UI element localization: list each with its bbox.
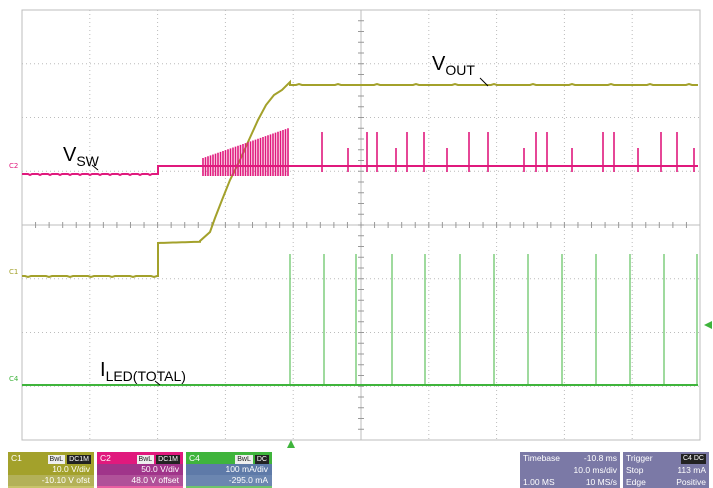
trigger-source-badge: C4 DC — [680, 454, 706, 464]
bandwidth-badge: BwL — [47, 454, 66, 464]
channel-scale: 100 mA/div — [186, 464, 272, 475]
trigger-label: Trigger — [626, 453, 653, 463]
timebase-box[interactable]: Timebase -10.8 ms 10.0 ms/div 1.00 MS 10… — [520, 452, 620, 488]
trigger-level-marker[interactable] — [704, 321, 712, 329]
channel-scale: 50.0 V/div — [97, 464, 183, 475]
trigger-mode: Stop — [626, 465, 644, 475]
channel-offset: -10.10 V ofst — [8, 475, 94, 486]
bandwidth-badge: BwL — [235, 454, 253, 464]
timebase-samples: 1.00 MS — [523, 477, 555, 487]
channel-box-c1[interactable]: C1 BwL DC1M 10.0 V/div -10.10 V ofst — [8, 452, 94, 488]
trigger-type: Edge — [626, 477, 646, 487]
channel-name: C4 — [189, 453, 200, 463]
channel-offset: 48.0 V offset — [97, 475, 183, 486]
channel-marker-c4: C4 — [9, 375, 19, 383]
trigger-box[interactable]: Trigger C4 DC Stop 113 mA Edge Positive — [623, 452, 709, 488]
iled-label: ILED(TOTAL) — [100, 359, 186, 384]
vout-label: VOUT — [432, 53, 475, 78]
timebase-scale: 10.0 ms/div — [573, 465, 617, 475]
coupling-badge: DC1M — [156, 454, 180, 464]
status-bar: C1 BwL DC1M 10.0 V/div -10.10 V ofst C2 B… — [0, 452, 713, 488]
channel-marker-c2: C2 — [9, 162, 19, 170]
trigger-slope: Positive — [676, 477, 706, 487]
trigger-level: 113 mA — [677, 465, 706, 475]
channel-offset: -295.0 mA — [186, 475, 272, 486]
channel-box-c4[interactable]: C4 BwL DC 100 mA/div -295.0 mA — [186, 452, 272, 488]
c1-vout-trace — [22, 79, 698, 279]
timebase-rate: 10 MS/s — [585, 477, 617, 487]
vsw-leader-line — [91, 164, 99, 171]
graticule-grid — [21, 9, 701, 441]
channel-box-c2[interactable]: C2 BwL DC1M 50.0 V/div 48.0 V offset — [97, 452, 183, 488]
timebase-label: Timebase — [523, 453, 561, 463]
iled-leader-line — [154, 380, 161, 386]
c2-vsw-trace — [22, 165, 698, 177]
channel-name: C2 — [100, 453, 111, 463]
bandwidth-badge: BwL — [136, 454, 155, 464]
graticule-border — [21, 9, 701, 441]
coupling-badge: DC — [254, 454, 269, 464]
oscilloscope-display — [21, 9, 712, 448]
coupling-badge: DC1M — [67, 454, 91, 464]
channel-scale: 10.0 V/div — [8, 464, 94, 475]
trigger-position-marker[interactable] — [287, 440, 295, 448]
channel-marker-c1: C1 — [9, 268, 19, 276]
channel-name: C1 — [11, 453, 22, 463]
vout-leader-line — [479, 77, 489, 87]
vsw-label: VSW — [63, 144, 99, 169]
timebase-delay: -10.8 ms — [583, 453, 617, 463]
